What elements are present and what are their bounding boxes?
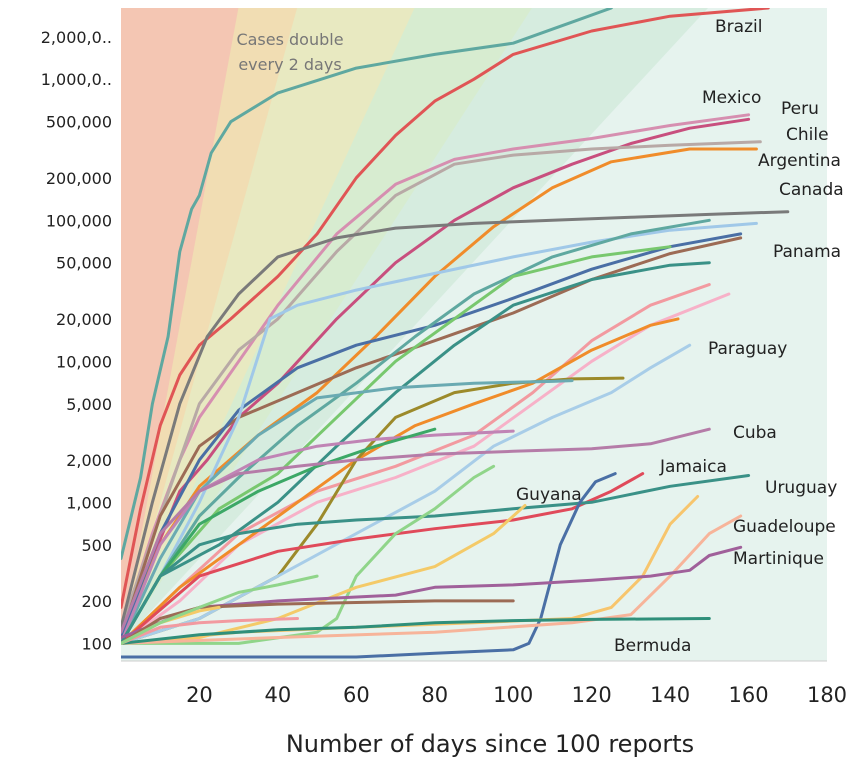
y-tick-label: 20,000 [56, 310, 112, 329]
y-tick-label: 10,000 [56, 352, 112, 371]
series-label-cuba: Cuba [733, 423, 777, 443]
series-line-chile [121, 140, 762, 629]
series-lines [121, 8, 790, 659]
series-line-0 [121, 8, 613, 560]
series-line-13 [121, 283, 711, 645]
y-tick-label: 500 [81, 536, 112, 555]
series-line-15 [121, 317, 680, 645]
series-line-34 [121, 574, 319, 645]
doubling-band-2-days [121, 8, 239, 644]
y-tick-label: 5,000 [66, 395, 112, 414]
series-label-peru: Peru [781, 99, 819, 119]
x-tick-label: 160 [729, 683, 769, 707]
series-label-panama: Panama [773, 242, 841, 262]
series-line-cuba [121, 427, 711, 634]
series-labels: Brazil Mexico Peru Chile Argentina Canada Pana… [516, 17, 844, 656]
doubling-bands [121, 8, 827, 661]
x-axis: 20 40 60 80 100 120 140 160 180 [186, 683, 847, 707]
series-line-12 [121, 261, 711, 645]
series-line-panama [121, 236, 743, 639]
series-line-10 [121, 218, 711, 645]
annotation-line-2: every 2 days [238, 55, 341, 74]
y-tick-label: 500,000 [46, 113, 112, 132]
series-line-8 [121, 232, 743, 639]
series-label-paraguay: Paraguay [708, 339, 787, 359]
series-label-argentina: Argentina [758, 151, 841, 171]
series-label-jamaica: Jamaica [659, 457, 727, 477]
series-line-jamaica [121, 472, 645, 645]
x-tick-label: 80 [421, 683, 448, 707]
annotation-line-1: Cases double [236, 30, 343, 49]
y-axis: 100 200 500 1,000 2,000 5,000 10,000 20,000 50,0… [41, 28, 112, 654]
series-label-guadeloupe: Guadeloupe [733, 517, 836, 537]
series-line-24 [121, 464, 496, 645]
series-line-canada [121, 210, 790, 629]
series-label-mexico: Mexico [702, 88, 761, 108]
x-tick-label: 40 [265, 683, 292, 707]
series-label-bermuda: Bermuda [614, 636, 691, 656]
series-line-guyana [121, 504, 527, 645]
y-tick-label: 50,000 [56, 254, 112, 273]
series-line-19 [121, 429, 515, 645]
series-line-26 [121, 472, 617, 659]
series-line-bermuda [121, 617, 711, 645]
x-axis-title: Number of days since 100 reports [286, 730, 694, 758]
series-line-30 [121, 599, 515, 645]
x-tick-label: 100 [493, 683, 533, 707]
series-label-canada: Canada [779, 180, 844, 200]
series-label-martinique: Martinique [733, 549, 824, 569]
series-line-martinique [121, 545, 743, 639]
x-tick-label: 20 [186, 683, 213, 707]
x-tick-label: 180 [807, 683, 847, 707]
y-tick-label: 2,000 [66, 451, 112, 470]
x-tick-label: 140 [650, 683, 690, 707]
series-label-uruguay: Uruguay [765, 478, 837, 498]
y-tick-label: 100 [81, 634, 112, 653]
series-line-brazil [121, 8, 770, 609]
series-line-paraguay [121, 343, 692, 645]
series-line-uruguay [121, 474, 751, 645]
series-line-17 [121, 379, 574, 645]
x-tick-label: 120 [572, 683, 612, 707]
y-tick-label: 1,000 [66, 493, 112, 512]
series-label-chile: Chile [786, 125, 829, 145]
series-line-argentina [121, 147, 758, 639]
y-tick-label: 200,000 [46, 169, 112, 188]
series-line-11 [121, 245, 672, 645]
y-tick-label: 100,000 [46, 211, 112, 230]
series-label-guyana: Guyana [516, 485, 582, 505]
y-tick-label: 200 [81, 592, 112, 611]
y-tick-label: 2,000,0.. [41, 28, 112, 47]
series-line-32 [121, 617, 299, 645]
y-tick-label: 1,000,0.. [41, 70, 112, 89]
series-label-brazil: Brazil [715, 17, 762, 37]
x-tick-label: 60 [343, 683, 370, 707]
